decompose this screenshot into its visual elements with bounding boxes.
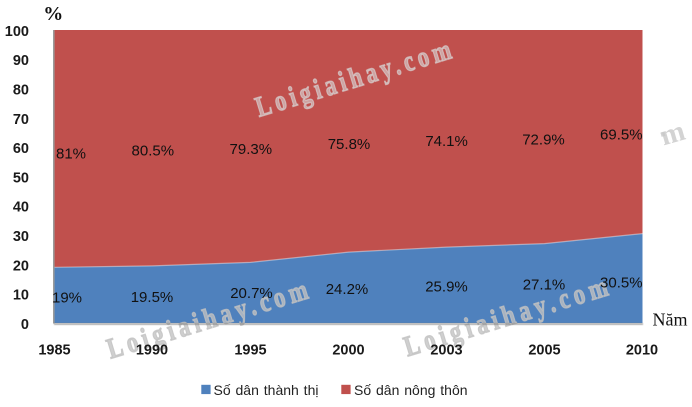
svg-text:30: 30	[13, 229, 29, 245]
svg-text:69.5%: 69.5%	[600, 126, 643, 143]
svg-text:90: 90	[13, 53, 29, 69]
svg-text:100: 100	[5, 24, 29, 40]
svg-text:75.8%: 75.8%	[328, 136, 371, 153]
svg-text:80.5%: 80.5%	[132, 142, 175, 159]
svg-text:2005: 2005	[528, 343, 560, 359]
svg-text:20: 20	[13, 258, 29, 274]
svg-text:27.1%: 27.1%	[523, 276, 566, 293]
svg-text:81%: 81%	[56, 145, 86, 162]
svg-text:72.9%: 72.9%	[522, 131, 565, 148]
svg-text:60: 60	[13, 141, 29, 157]
svg-text:20.7%: 20.7%	[230, 285, 273, 302]
svg-text:50: 50	[13, 170, 29, 186]
svg-text:19%: 19%	[52, 289, 82, 306]
svg-text:1990: 1990	[136, 343, 168, 359]
svg-text:2010: 2010	[626, 343, 658, 359]
svg-text:Số dân thành thị: Số dân thành thị	[214, 382, 319, 398]
svg-text:m: m	[657, 115, 689, 152]
svg-text:74.1%: 74.1%	[425, 133, 468, 150]
svg-text:19.5%: 19.5%	[131, 289, 174, 306]
svg-text:Số dân nông thôn: Số dân nông thôn	[354, 382, 468, 398]
svg-text:2003: 2003	[430, 343, 462, 359]
svg-text:1995: 1995	[234, 343, 266, 359]
svg-text:0: 0	[21, 317, 29, 333]
svg-text:80: 80	[13, 83, 29, 99]
svg-text:%: %	[43, 3, 63, 25]
svg-text:2000: 2000	[332, 343, 364, 359]
svg-text:Năm: Năm	[653, 310, 688, 330]
svg-text:30.5%: 30.5%	[600, 274, 643, 291]
svg-text:10: 10	[13, 288, 29, 304]
svg-text:24.2%: 24.2%	[326, 281, 369, 298]
svg-text:1985: 1985	[38, 343, 70, 359]
svg-text:70: 70	[13, 112, 29, 128]
svg-text:40: 40	[13, 200, 29, 216]
svg-text:25.9%: 25.9%	[425, 278, 468, 295]
svg-text:79.3%: 79.3%	[230, 141, 273, 158]
